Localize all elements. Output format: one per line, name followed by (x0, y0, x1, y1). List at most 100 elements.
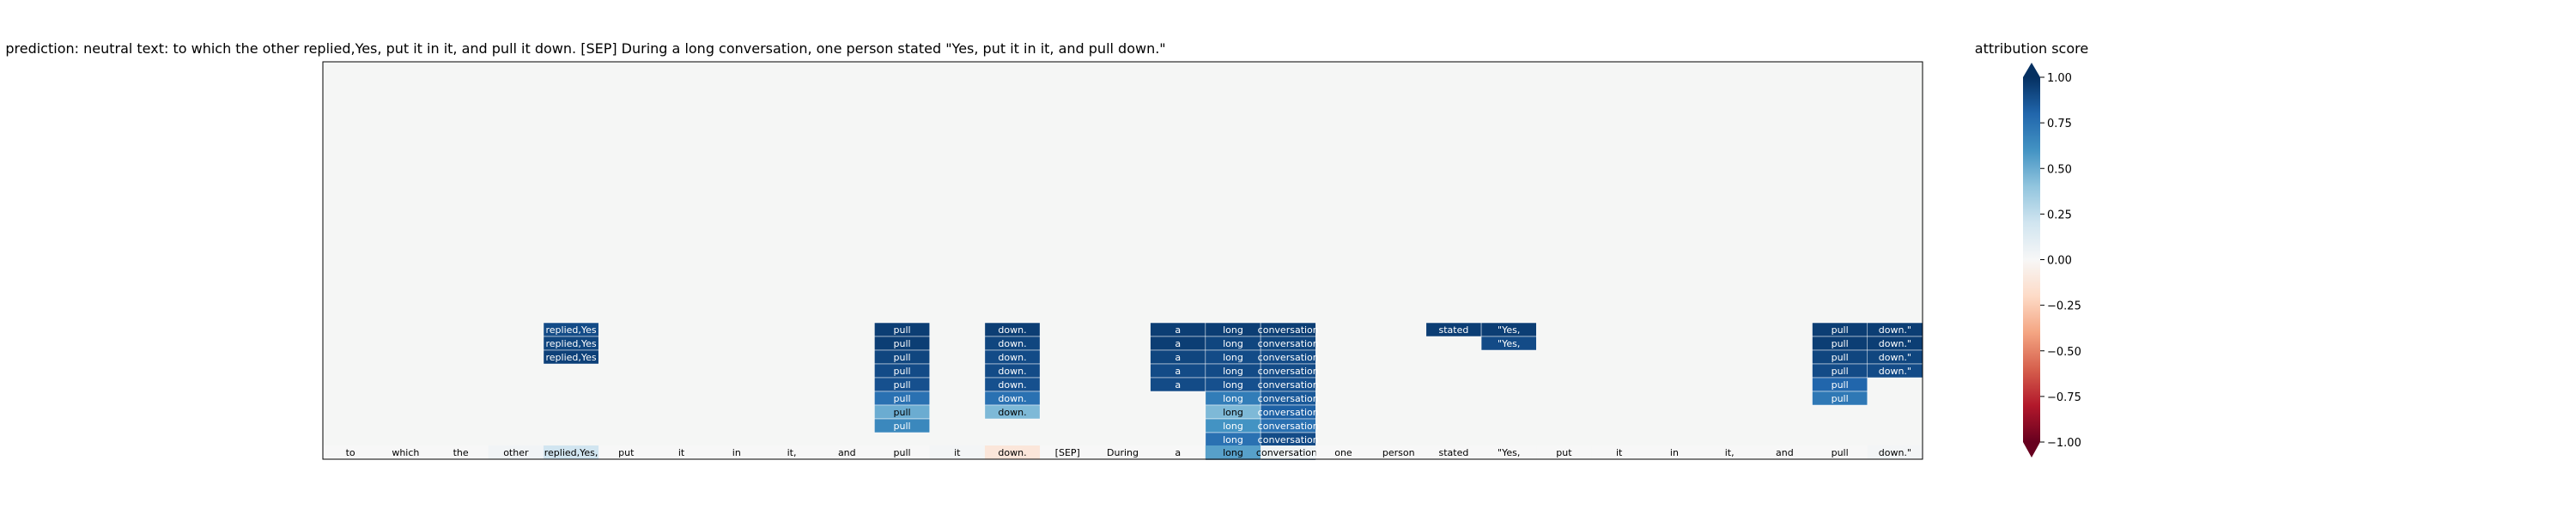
attention-cell (1812, 391, 1868, 406)
token-cell (543, 445, 599, 459)
attention-cell (874, 418, 930, 433)
colorbar (2023, 77, 2040, 442)
attention-cell-label: conversation (1258, 338, 1319, 349)
attention-cell-label: pull (893, 338, 910, 349)
attention-cell-label: down. (998, 407, 1026, 418)
attention-cell-label: long (1223, 379, 1243, 391)
token-cell (1425, 445, 1482, 459)
attention-cell-label: long (1223, 324, 1243, 336)
attention-cell-label: down. (998, 338, 1026, 349)
plot-frame (322, 61, 1923, 460)
attention-cell-label: conversation (1258, 393, 1319, 404)
attention-cell-label: conversation (1258, 352, 1319, 363)
token-label: put (618, 447, 635, 458)
attention-cell-label: pull (893, 324, 910, 336)
attention-cell (543, 349, 599, 365)
colorbar-tick-label: 0.00 (2047, 255, 2072, 268)
attention-cell-label: long (1223, 407, 1243, 418)
token-cell (1370, 445, 1426, 459)
attention-cell (984, 404, 1041, 420)
token-cell (929, 445, 985, 459)
attention-cell-label: down. (998, 393, 1026, 404)
token-label: other (503, 447, 529, 458)
token-label: it (954, 447, 961, 458)
colorbar-tick-label: 1.00 (2047, 72, 2072, 85)
attention-cell-label: pull (893, 421, 910, 432)
token-cell (1591, 445, 1647, 459)
attention-cell-label: down." (1879, 366, 1911, 377)
token-cell (1812, 445, 1868, 459)
token-label: it (678, 447, 685, 458)
token-label: the (453, 447, 469, 458)
attention-cell-label: long (1223, 352, 1243, 363)
colorbar-tick-label: −0.50 (2047, 346, 2081, 359)
colorbar-tick-label: 0.75 (2047, 118, 2072, 130)
token-cell (1095, 445, 1151, 459)
token-label: During (1107, 447, 1139, 458)
token-label: pull (1832, 447, 1849, 458)
token-cell (653, 445, 709, 459)
chart-title: prediction: neutral text: to which the o… (5, 40, 1165, 57)
attention-cell-label: a (1175, 379, 1181, 391)
token-cell (488, 445, 544, 459)
colorbar-tick-label: 0.50 (2047, 163, 2072, 176)
attention-cell-label: conversation (1258, 421, 1319, 432)
attention-cell-label: conversation (1258, 407, 1319, 418)
token-label: it, (1725, 447, 1735, 458)
token-cell (378, 445, 434, 459)
attention-cell-label: down. (998, 366, 1026, 377)
attention-cell-label: down. (998, 379, 1026, 391)
token-cell (1867, 445, 1923, 459)
colorbar-tick-label: −0.25 (2047, 300, 2081, 313)
token-label: conversation, (1256, 447, 1321, 458)
token-cell (1205, 445, 1261, 459)
token-cell (1040, 445, 1096, 459)
attention-cell-label: down." (1879, 324, 1911, 336)
attention-cell-label: conversation (1258, 379, 1319, 391)
attention-cell-label: a (1175, 366, 1181, 377)
token-label: it (1616, 447, 1623, 458)
token-cell (708, 445, 764, 459)
attention-cell-label: long (1223, 393, 1243, 404)
token-cell (433, 445, 489, 459)
attention-cell-label: pull (1832, 366, 1849, 377)
attention-cell-label: pull (1832, 324, 1849, 336)
attention-cell-label: replied,Yes (546, 324, 597, 336)
attention-cells: replied,Yes replied,Yes replied,Yes pull pul… (543, 322, 1923, 461)
attention-cell-label: long (1223, 338, 1243, 349)
attention-cell-label: replied,Yes (546, 338, 597, 349)
token-label: "Yes, (1498, 447, 1520, 458)
token-label: replied,Yes, (544, 447, 598, 458)
attention-cell-label: "Yes, (1498, 338, 1520, 349)
colorbar-tick-label: −1.00 (2047, 437, 2081, 450)
token-cell (984, 445, 1041, 459)
attention-cell-label: down." (1879, 338, 1911, 349)
attention-cell-label: a (1175, 338, 1181, 349)
token-cell (1646, 445, 1703, 459)
token-row: to which the other replied,Yes, put it in it, and… (323, 445, 1923, 459)
token-label: put (1556, 447, 1572, 458)
attention-cell-label: pull (893, 352, 910, 363)
token-label: pull (893, 447, 910, 458)
token-cell (763, 445, 820, 459)
attention-cell-label: a (1175, 324, 1181, 336)
token-label: down. (998, 447, 1026, 458)
token-label: to (346, 447, 355, 458)
attention-cell-label: pull (1832, 338, 1849, 349)
token-label: which (392, 447, 419, 458)
token-cell (1150, 445, 1206, 459)
token-label: person (1382, 447, 1415, 458)
attention-cell-label: stated (1439, 324, 1469, 336)
token-cell (874, 445, 930, 459)
token-cell (1536, 445, 1592, 459)
attention-cell-label: pull (893, 407, 910, 418)
attention-cell-label: down. (998, 324, 1026, 336)
attention-cell-label: down. (998, 352, 1026, 363)
attention-cell (1480, 336, 1537, 351)
token-label: in (732, 447, 741, 458)
token-label: it, (787, 447, 797, 458)
attention-cell-label: pull (893, 366, 910, 377)
token-cell (1261, 445, 1316, 459)
attention-cell-label: pull (1832, 379, 1849, 391)
